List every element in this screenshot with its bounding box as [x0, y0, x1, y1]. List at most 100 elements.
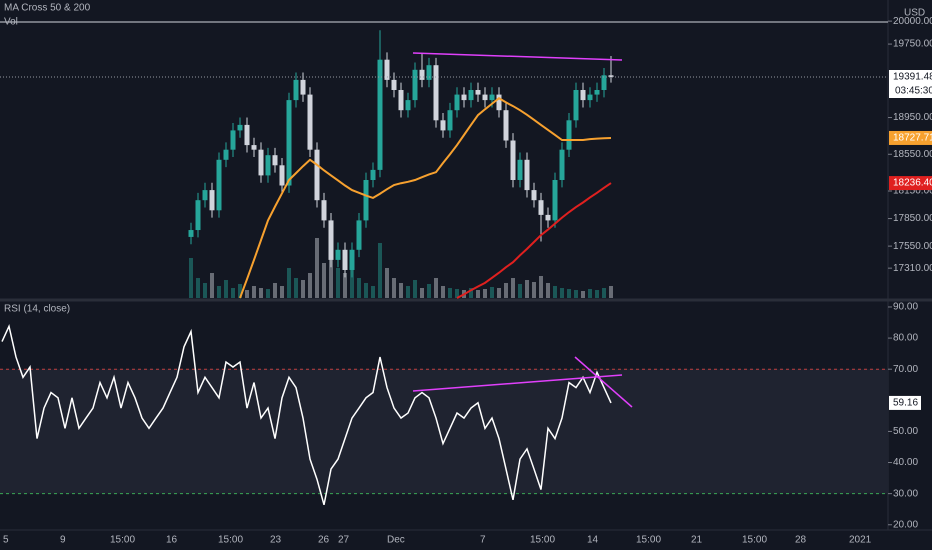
candle-body: [510, 140, 516, 180]
volume-bar: [420, 288, 424, 298]
x-tick-label: 26: [318, 535, 330, 546]
volume-bar: [224, 280, 228, 298]
candle-body: [223, 149, 229, 160]
moving-average-line: [239, 97, 612, 299]
candle-body: [454, 94, 460, 111]
volume-bar: [567, 289, 571, 298]
volume-bar: [189, 258, 193, 298]
volume-bar: [196, 278, 200, 298]
candle-body: [419, 69, 425, 80]
candle-body: [433, 65, 439, 121]
x-tick-label: 21: [691, 535, 703, 546]
last-price-label: 19391.48: [893, 72, 932, 83]
volume-bar: [546, 283, 550, 298]
x-tick-label: 7: [480, 535, 486, 546]
candle-body: [482, 94, 488, 101]
candle-body: [608, 75, 614, 78]
x-tick-label: Dec: [387, 535, 405, 546]
volume-bar: [448, 288, 452, 298]
x-tick-label: 28: [795, 535, 807, 546]
volume-bar: [329, 253, 333, 298]
x-tick-label: 23: [270, 535, 282, 546]
rsi-line: [1, 323, 612, 506]
price-label-box: [889, 130, 932, 145]
volume-bar: [609, 286, 613, 298]
countdown: 03:45:30: [895, 86, 932, 97]
volume-label: Vol: [4, 17, 18, 28]
y-tick-label: 17310.00: [893, 263, 932, 274]
rsi-band: [0, 369, 888, 494]
volume-bar: [497, 288, 501, 298]
volume-bar: [385, 268, 389, 298]
candle-body: [545, 214, 551, 221]
candle-body: [398, 89, 404, 111]
candle-body: [314, 149, 320, 201]
candle-body: [580, 89, 586, 101]
y-tick-label: 70.00: [893, 364, 918, 375]
candle-body: [321, 200, 327, 221]
trendline: [574, 356, 633, 408]
candle-body: [258, 149, 264, 176]
candle-body: [559, 149, 565, 180]
candle-body: [517, 159, 523, 180]
rsi-label-box: [889, 395, 921, 410]
volume-bar: [350, 270, 354, 298]
candle-body: [531, 190, 537, 201]
price-label: 18727.71: [893, 133, 932, 144]
volume-bar: [238, 284, 242, 298]
candle-body: [594, 89, 600, 95]
x-tick-label: 15:00: [636, 535, 661, 546]
candle-body: [209, 190, 215, 211]
volume-bar: [553, 286, 557, 298]
volume-bar: [364, 283, 368, 298]
volume-bar: [315, 238, 319, 298]
moving-average-line: [456, 182, 612, 299]
y-tick-label: 17550.00: [893, 241, 932, 252]
volume-bar: [406, 286, 410, 298]
volume-bar: [413, 280, 417, 298]
candle-body: [251, 145, 257, 150]
candle-body: [363, 179, 369, 221]
candle-body: [552, 179, 558, 221]
y-tick-label: 90.00: [893, 302, 918, 313]
candle-body: [230, 130, 236, 150]
candle-body: [188, 230, 194, 237]
candle-body: [440, 120, 446, 131]
volume-bar: [490, 287, 494, 298]
candle-body: [503, 110, 509, 141]
candle-body: [265, 155, 271, 176]
y-tick-label: 17850.00: [893, 213, 932, 224]
volume-bar: [483, 289, 487, 298]
candle-body: [489, 94, 495, 101]
x-tick-label: 9: [60, 535, 66, 546]
y-tick-label: 20000.00: [893, 16, 932, 27]
y-tick-label: 20.00: [893, 519, 918, 530]
candle-body: [405, 100, 411, 111]
price-label: 18236.40: [893, 178, 932, 189]
candle-body: [370, 169, 376, 180]
candle-body: [293, 79, 299, 101]
candle-body: [237, 124, 243, 131]
volume-bar: [525, 280, 529, 298]
rsi-label: 59.16: [893, 398, 918, 409]
volume-bar: [231, 288, 235, 298]
candle-body: [496, 94, 502, 111]
volume-bar: [595, 290, 599, 298]
volume-bar: [273, 283, 277, 298]
candle-body: [447, 110, 453, 131]
x-tick-label: 15:00: [742, 535, 767, 546]
volume-bar: [210, 273, 214, 298]
volume-bar: [217, 286, 221, 298]
candle-body: [300, 79, 306, 95]
candle-body: [202, 190, 208, 201]
candle-body: [272, 155, 278, 166]
candle-body: [384, 59, 390, 80]
y-tick-label: 18950.00: [893, 112, 932, 123]
candle-body: [426, 65, 432, 80]
volume-bar: [308, 273, 312, 298]
x-tick-label: 16: [166, 535, 178, 546]
candle-body: [286, 100, 292, 186]
currency: USD: [904, 8, 925, 19]
candle-body: [475, 89, 481, 95]
